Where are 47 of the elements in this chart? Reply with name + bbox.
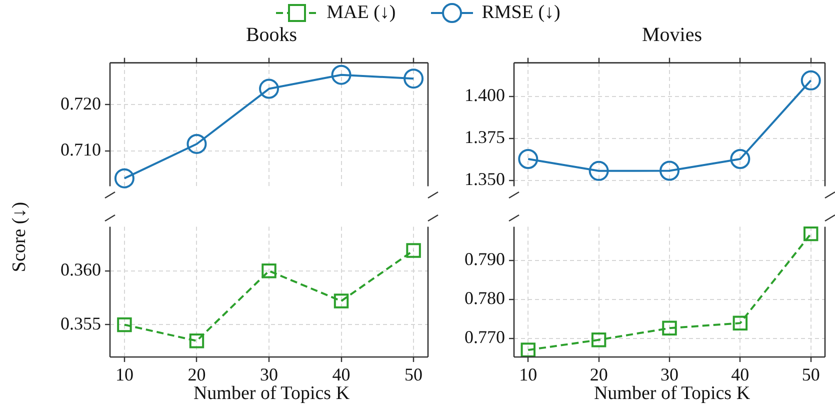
point: [804, 226, 818, 242]
point: [520, 342, 536, 358]
x-tick-label: 50: [802, 364, 820, 385]
x-tick-label: 10: [115, 364, 134, 385]
point: [334, 294, 349, 308]
y-tick-label: 1.350: [464, 169, 505, 190]
y-tick-label: 1.375: [464, 127, 505, 148]
point: [662, 320, 677, 336]
chart-title: Movies: [641, 24, 703, 47]
point: [518, 149, 538, 169]
y-tick-label: 1.400: [464, 85, 505, 106]
point: [406, 243, 421, 258]
point: [730, 149, 750, 169]
y-tick-label: 0.360: [60, 260, 101, 280]
x-tick-label: 30: [260, 364, 278, 385]
x-axis-title: Number of Topics K: [592, 383, 752, 405]
y-tick-label: 0.770: [464, 327, 505, 348]
x-tick-label: 50: [404, 364, 423, 385]
x-axis-title: Number of Topics K: [192, 383, 351, 405]
point: [189, 333, 204, 348]
point: [732, 316, 748, 330]
y-axis-title: Score (↓): [9, 200, 31, 274]
x-tick-label: 20: [590, 364, 608, 385]
x-tick-label: 30: [660, 364, 678, 385]
point: [186, 134, 207, 154]
x-tick-label: 20: [188, 364, 206, 385]
x-tick-label: 40: [731, 364, 750, 385]
point: [114, 168, 134, 188]
point: [117, 317, 132, 332]
point: [262, 264, 276, 278]
point: [800, 70, 821, 90]
point: [660, 160, 680, 181]
y-tick-label: 0.790: [464, 249, 505, 270]
point: [591, 332, 606, 348]
y-tick-label: 0.720: [60, 93, 101, 114]
legend-label: MAE (↓): [326, 2, 396, 24]
x-tick-label: 40: [332, 364, 350, 385]
y-tick-label: 0.710: [60, 140, 101, 160]
chart-title: Books: [244, 24, 298, 47]
x-tick-label: 10: [519, 364, 538, 385]
point: [331, 64, 352, 85]
legend-label: RMSE (↓): [482, 2, 560, 24]
point: [588, 160, 609, 181]
point: [404, 68, 424, 89]
y-tick-label: 0.780: [464, 288, 505, 308]
point: [259, 78, 279, 99]
y-tick-label: 0.355: [60, 313, 101, 334]
